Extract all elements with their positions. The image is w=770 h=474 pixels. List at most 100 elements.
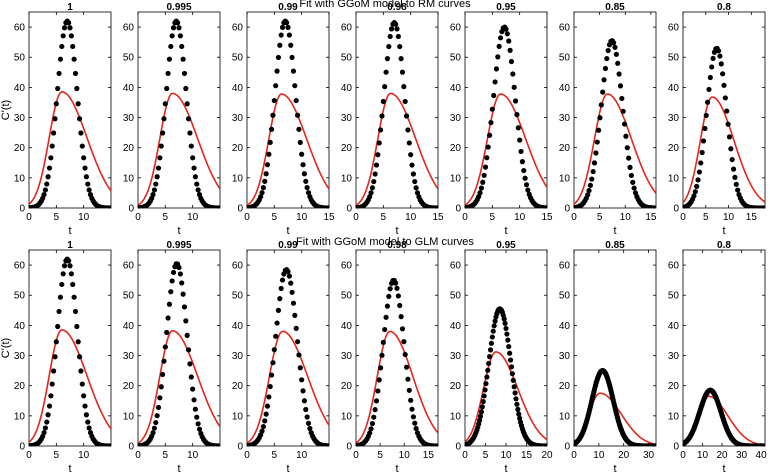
data-point [589, 176, 595, 182]
data-point [620, 108, 626, 114]
data-point [66, 258, 72, 264]
data-point [395, 293, 401, 299]
data-point [514, 112, 520, 118]
subplot-r1-c0: 0 10 20 30 40 50 60 0 5 10 1 t C'(t) [0, 240, 112, 474]
data-point [264, 403, 271, 409]
data-point [300, 388, 306, 394]
data-point [108, 443, 111, 446]
data-point [414, 190, 421, 196]
y-tick-label: 50 [668, 291, 680, 302]
data-point [155, 165, 162, 171]
data-point [691, 193, 697, 199]
plot-area [247, 18, 329, 208]
axes-box [355, 11, 439, 209]
x-tick-label: 5 [54, 450, 60, 461]
data-point [279, 277, 286, 283]
data-point [188, 374, 194, 380]
data-point [492, 318, 498, 324]
data-point [51, 130, 57, 136]
x-tick-label: 10 [514, 212, 526, 223]
data-point [378, 365, 384, 371]
data-point [511, 84, 517, 90]
data-point [510, 377, 516, 383]
data-point [621, 121, 628, 127]
data-point [733, 181, 739, 187]
data-point [289, 289, 295, 295]
y-tick-label: 40 [668, 321, 680, 332]
x-tick-label: 5 [272, 450, 278, 461]
data-point [184, 332, 190, 338]
data-point [612, 44, 618, 50]
data-point [409, 162, 415, 168]
data-point [72, 70, 79, 77]
data-point [627, 164, 633, 170]
data-point [507, 357, 514, 363]
y-tick-label: 10 [123, 411, 135, 422]
subplot-r1-c4: 0 10 20 30 40 50 60 0 5 10 15 20 0.95 t [450, 240, 553, 474]
data-point [508, 364, 515, 370]
x-tick-label: 5 [483, 450, 489, 461]
data-point [187, 130, 193, 136]
x-axis-label: t [68, 463, 71, 474]
data-point [371, 178, 377, 185]
data-point [375, 152, 381, 158]
data-point [406, 140, 412, 146]
subplot-title: 0.95 [496, 240, 516, 251]
subplot-r1-c3: 0 10 20 30 40 50 60 0 5 10 15 0.98 t [341, 240, 439, 474]
subplot-r0-c2: 0 10 20 30 40 50 60 0 5 10 15 0.99 t [232, 2, 335, 237]
data-point [495, 54, 501, 60]
data-point [150, 192, 156, 198]
data-point [55, 85, 61, 92]
data-point [371, 414, 377, 420]
y-tick-label: 60 [232, 261, 244, 272]
data-point [85, 419, 91, 425]
data-point [393, 280, 399, 286]
data-point [506, 38, 512, 44]
data-point [61, 263, 68, 269]
data-point [164, 329, 170, 336]
y-tick-label: 30 [668, 351, 680, 362]
data-point [394, 285, 400, 291]
x-tick-label: 30 [736, 450, 748, 461]
data-point [150, 430, 156, 436]
data-point [517, 137, 523, 143]
y-tick-label: 60 [450, 261, 462, 272]
data-point [504, 31, 510, 37]
data-point [762, 443, 765, 446]
data-point [489, 106, 495, 112]
data-point [269, 372, 275, 378]
y-tick-label: 50 [232, 53, 244, 64]
data-point [160, 371, 166, 378]
y-tick-label: 30 [14, 351, 26, 362]
data-point [181, 304, 188, 310]
data-point [68, 271, 74, 277]
y-tick-label: 40 [232, 83, 244, 94]
data-point [481, 393, 487, 399]
y-tick-label: 0 [673, 442, 679, 453]
data-point [515, 125, 521, 131]
y-tick-label: 60 [450, 23, 462, 34]
data-point [488, 340, 495, 346]
data-point [413, 185, 419, 191]
data-point [394, 26, 400, 32]
y-tick-label: 30 [559, 351, 571, 362]
data-point [53, 339, 59, 345]
subplot-r0-c4: 0 10 20 30 40 50 60 0 5 10 15 0.95 t [450, 2, 553, 237]
data-point [79, 381, 85, 387]
data-point [369, 185, 375, 191]
data-point [488, 119, 494, 126]
y-tick-label: 20 [450, 143, 462, 154]
data-point [169, 278, 175, 284]
data-point [478, 409, 484, 415]
subplot-r0-c6: 0 10 20 30 40 50 60 0 5 10 15 0.8 t [668, 2, 766, 237]
data-point [74, 323, 80, 330]
data-point [382, 326, 388, 333]
data-point [271, 97, 277, 104]
data-point [263, 171, 269, 177]
data-point [72, 308, 79, 315]
data-point [61, 25, 68, 31]
y-tick-label: 10 [668, 173, 680, 184]
x-tick-label: 5 [377, 450, 383, 461]
data-point [260, 423, 266, 430]
data-point [700, 138, 707, 144]
